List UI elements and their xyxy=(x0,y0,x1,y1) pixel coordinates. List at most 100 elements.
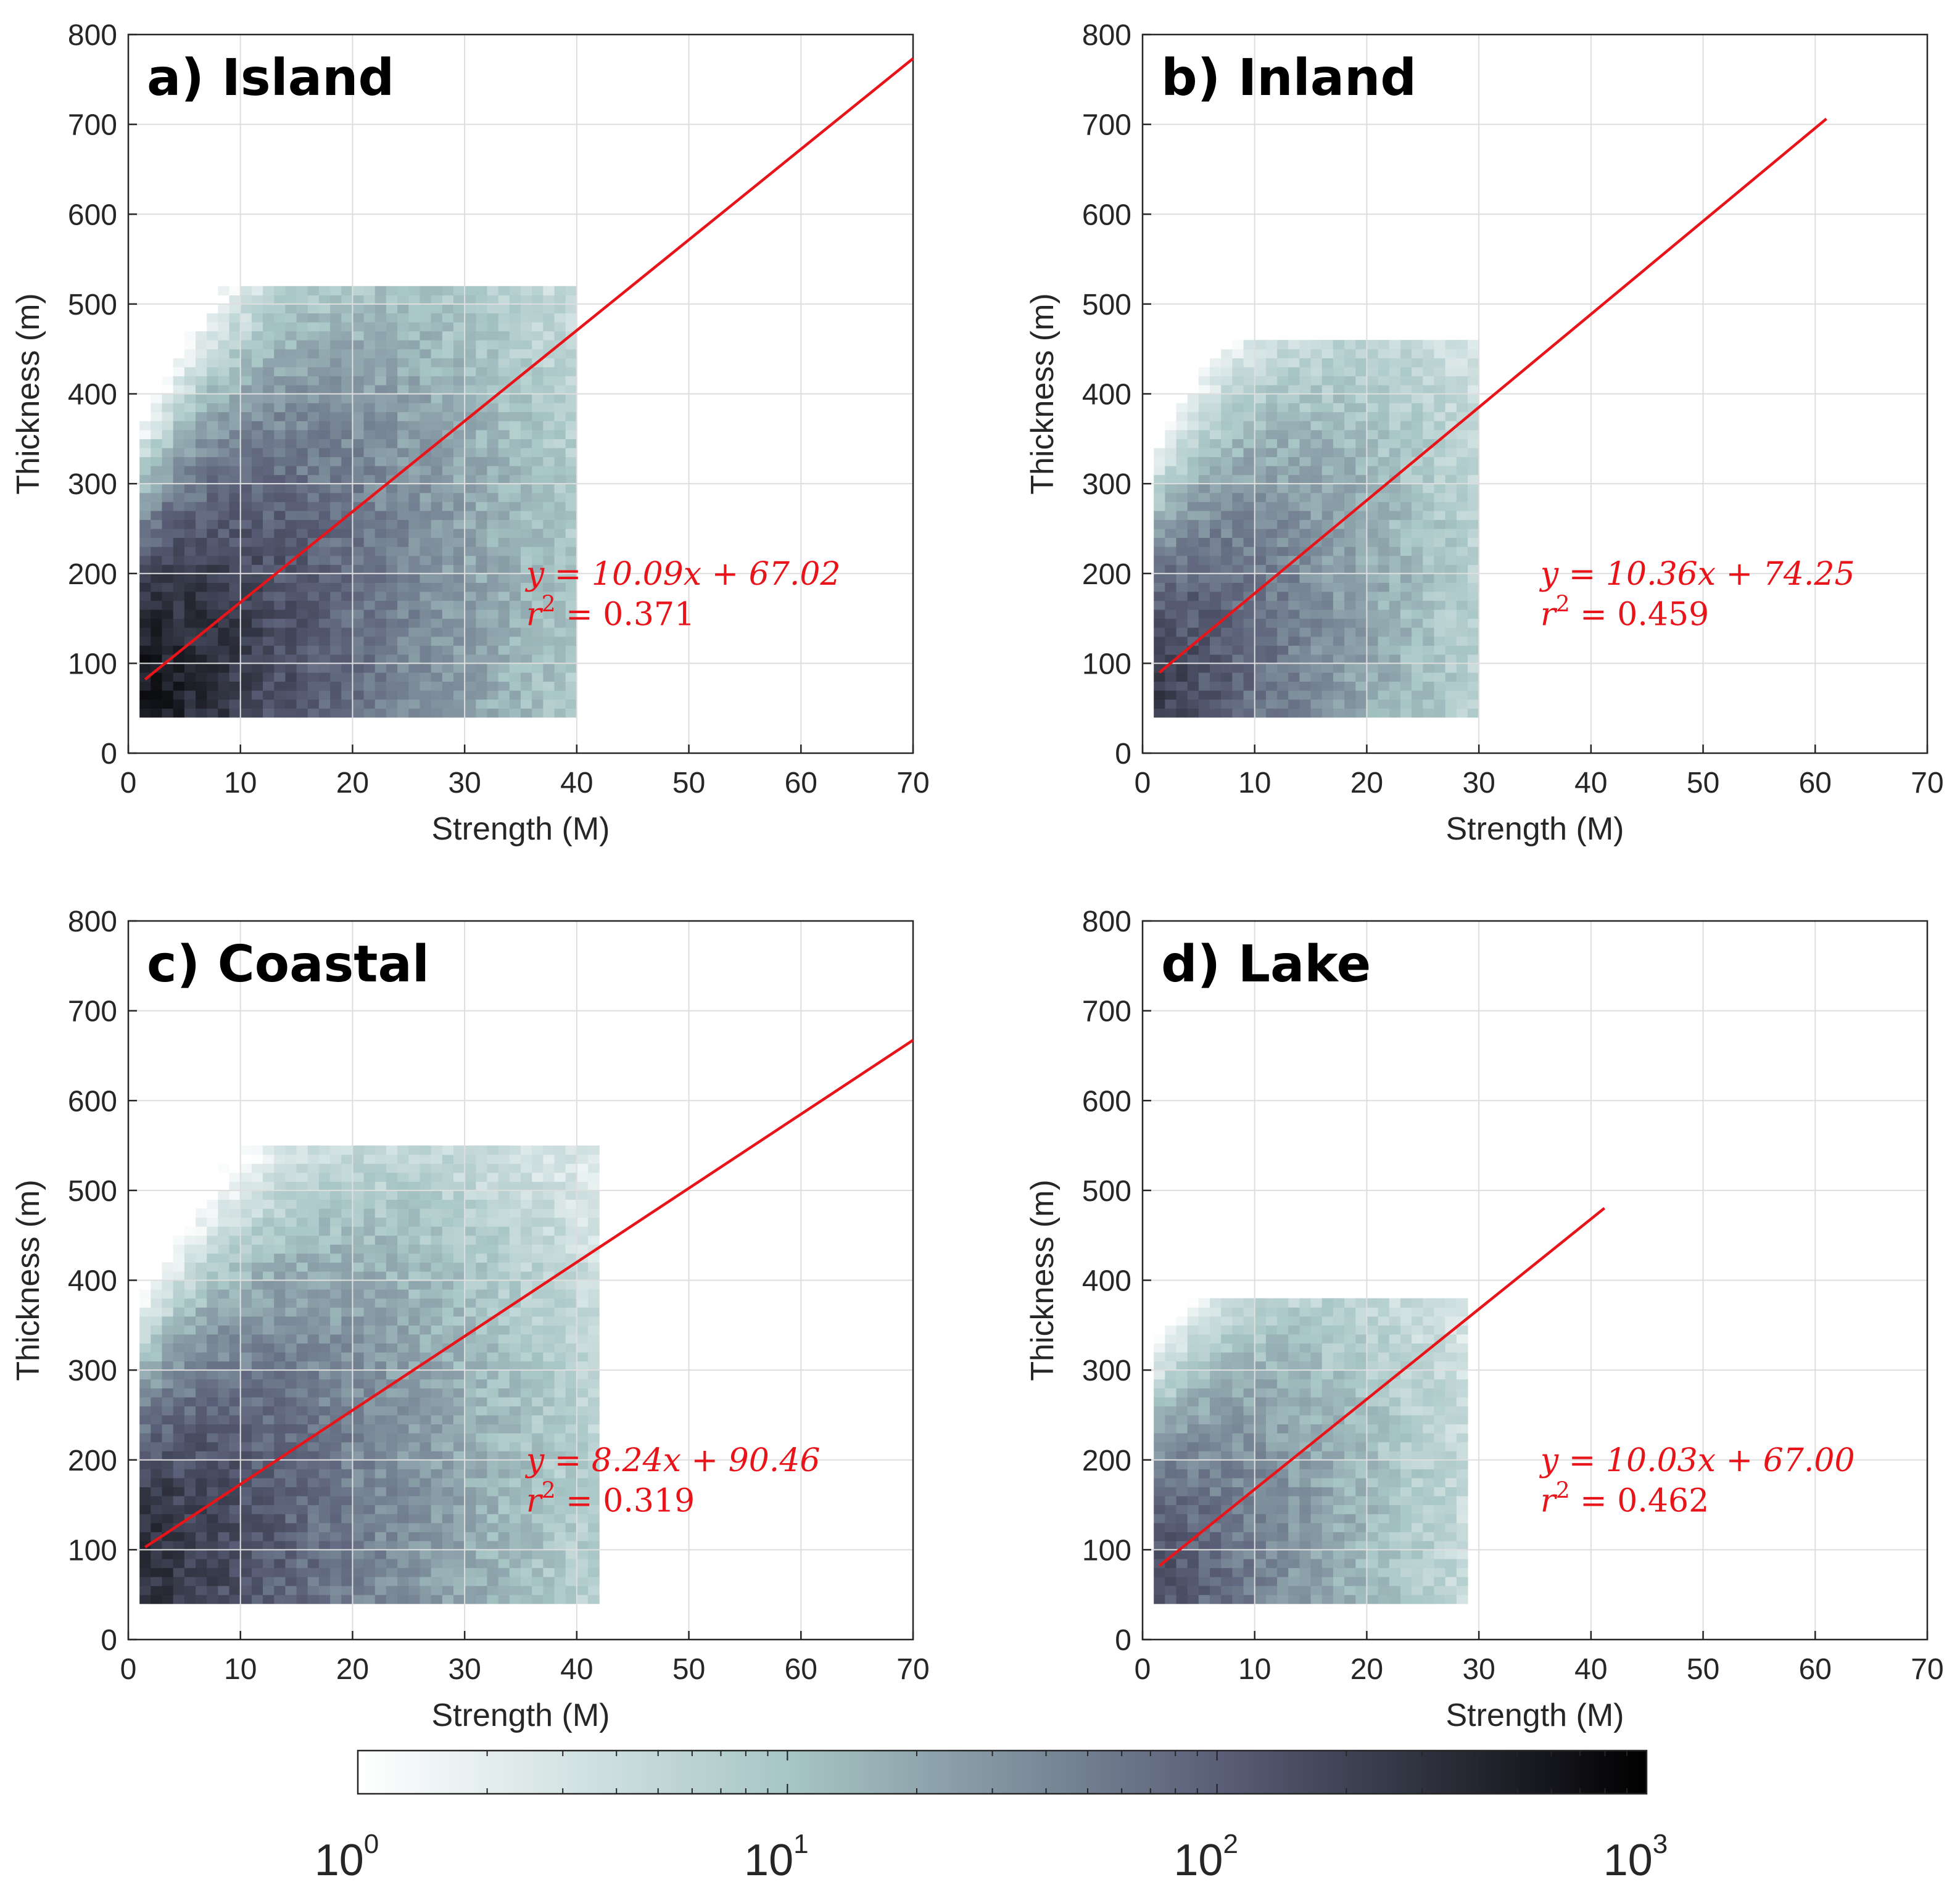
heatmap-cell xyxy=(1412,492,1423,502)
heatmap-cell xyxy=(397,1244,409,1254)
heatmap-cell xyxy=(1187,474,1199,484)
heatmap-cell xyxy=(363,1316,376,1326)
heatmap-cell xyxy=(487,1325,499,1335)
heatmap-cell xyxy=(218,663,230,673)
heatmap-cell xyxy=(285,1550,297,1559)
heatmap-cell xyxy=(420,1343,432,1353)
heatmap-cell xyxy=(1198,501,1210,511)
heatmap-cell xyxy=(509,645,521,655)
heatmap-cell xyxy=(285,600,297,610)
heatmap-cell xyxy=(386,411,398,421)
heatmap-cell xyxy=(1344,537,1356,547)
heatmap-cell xyxy=(543,1540,555,1550)
heatmap-cell xyxy=(431,1514,443,1524)
heatmap-cell xyxy=(498,492,510,502)
heatmap-cell xyxy=(318,1442,331,1451)
heatmap-cell xyxy=(330,439,342,448)
heatmap-cell xyxy=(307,295,320,305)
heatmap-cell xyxy=(1198,573,1210,583)
heatmap-cell xyxy=(151,1307,163,1317)
heatmap-cell xyxy=(442,295,454,305)
heatmap-cell xyxy=(296,627,308,637)
y-tick-label: 700 xyxy=(68,109,117,142)
heatmap-cell xyxy=(196,474,207,484)
heatmap-cell xyxy=(1310,340,1323,350)
heatmap-cell xyxy=(162,1567,174,1577)
heatmap-cell xyxy=(543,699,555,709)
heatmap-cell xyxy=(139,1585,151,1595)
heatmap-cell xyxy=(207,1334,218,1344)
heatmap-cell xyxy=(487,1190,499,1200)
heatmap-cell xyxy=(1423,636,1435,646)
heatmap-cell xyxy=(318,501,331,511)
heatmap-cell xyxy=(476,1307,488,1317)
heatmap-cell xyxy=(1434,484,1446,493)
heatmap-cell xyxy=(184,1532,196,1541)
heatmap-cell xyxy=(374,1208,387,1218)
heatmap-cell xyxy=(543,654,555,664)
heatmap-cell xyxy=(1165,555,1177,565)
heatmap-cell xyxy=(330,1325,342,1335)
heatmap-cell xyxy=(374,1433,387,1443)
heatmap-cell xyxy=(274,358,286,368)
heatmap-cell xyxy=(307,1550,320,1559)
heatmap-cell xyxy=(1187,501,1199,511)
heatmap-cell xyxy=(386,1316,398,1326)
heatmap-cell xyxy=(532,1253,544,1263)
heatmap-cell xyxy=(1423,699,1435,709)
heatmap-cell xyxy=(263,501,275,511)
heatmap-cell xyxy=(521,528,532,539)
heatmap-cell xyxy=(162,690,174,700)
heatmap-cell xyxy=(1187,376,1199,386)
heatmap-cell xyxy=(1445,384,1457,395)
heatmap-cell xyxy=(296,1477,308,1488)
heatmap-cell xyxy=(207,1325,218,1335)
heatmap-cell xyxy=(1265,394,1278,403)
heatmap-cell xyxy=(1333,564,1345,574)
heatmap-cell xyxy=(352,403,365,413)
heatmap-cell xyxy=(341,1280,354,1290)
heatmap-cell xyxy=(218,340,230,350)
heatmap-cell xyxy=(386,1504,398,1514)
heatmap-cell xyxy=(1277,484,1289,493)
heatmap-cell xyxy=(521,1585,532,1595)
heatmap-cell xyxy=(532,1235,544,1245)
heatmap-cell xyxy=(263,1540,275,1550)
heatmap-cell xyxy=(1333,429,1345,439)
heatmap-cell xyxy=(554,484,566,493)
heatmap-cell xyxy=(431,1226,443,1236)
heatmap-cell xyxy=(251,1459,263,1469)
heatmap-cell xyxy=(420,1280,432,1290)
heatmap-cell xyxy=(240,1487,252,1496)
heatmap-cell xyxy=(274,1388,286,1398)
heatmap-cell xyxy=(240,1154,252,1164)
heatmap-cell xyxy=(1389,510,1401,520)
heatmap-cell xyxy=(532,1496,544,1506)
heatmap-cell xyxy=(543,636,555,646)
heatmap-cell xyxy=(363,358,376,368)
heatmap-cell xyxy=(1467,645,1479,655)
heatmap-cell xyxy=(207,1145,218,1155)
heatmap-cell xyxy=(397,1397,409,1406)
heatmap-cell xyxy=(1467,636,1479,646)
heatmap-cell xyxy=(1221,681,1233,691)
heatmap-cell xyxy=(420,1379,432,1389)
heatmap-cell xyxy=(1243,358,1255,368)
heatmap-cell xyxy=(341,681,354,691)
heatmap-cell xyxy=(374,1406,387,1416)
heatmap-cell xyxy=(1176,618,1188,628)
heatmap-cell xyxy=(498,366,510,376)
heatmap-cell xyxy=(509,474,521,484)
heatmap-cell xyxy=(341,1487,354,1496)
heatmap-cell xyxy=(196,313,207,323)
heatmap-cell xyxy=(184,1595,196,1604)
heatmap-cell xyxy=(386,600,398,610)
heatmap-cell xyxy=(207,1262,218,1272)
heatmap-cell xyxy=(274,1577,286,1587)
heatmap-cell xyxy=(1434,654,1446,664)
heatmap-cell xyxy=(397,1433,409,1443)
heatmap-cell xyxy=(397,555,409,565)
heatmap-cell xyxy=(173,1424,185,1434)
heatmap-cell xyxy=(363,376,376,386)
heatmap-cell xyxy=(386,1558,398,1569)
